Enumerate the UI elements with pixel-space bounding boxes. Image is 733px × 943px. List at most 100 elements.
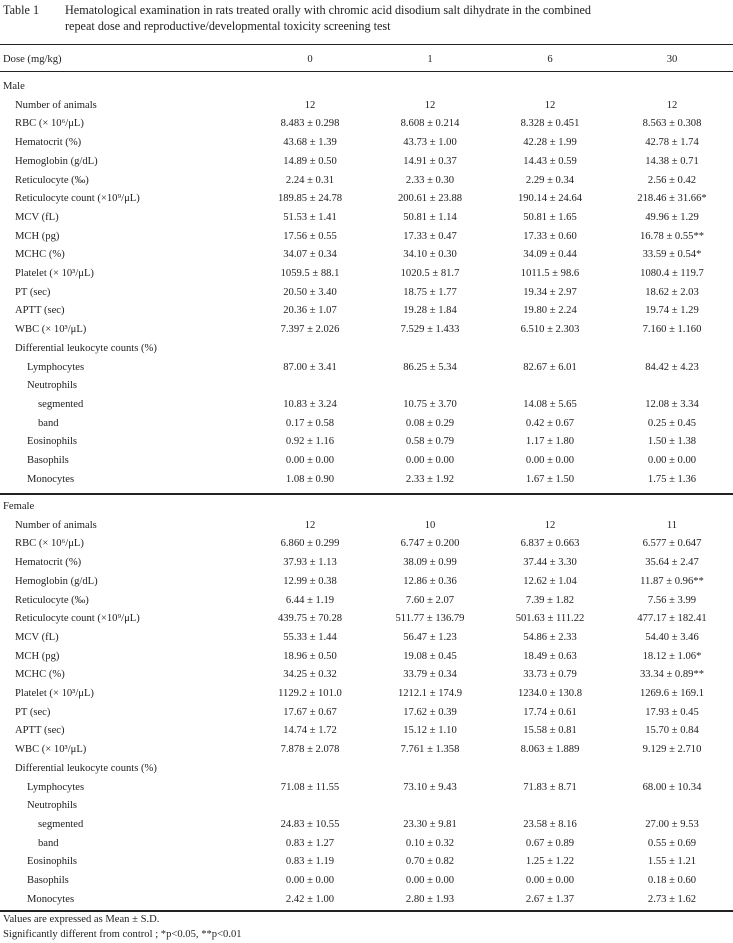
cell-dose-0: 7.397 ± 2.026 bbox=[280, 324, 340, 336]
cell-dose-1: 511.77 ± 136.79 bbox=[395, 613, 465, 625]
cell-dose-0: 12 bbox=[304, 99, 316, 111]
cell-dose-0: 439.75 ± 70.28 bbox=[277, 613, 343, 625]
section-label: Female bbox=[3, 501, 35, 512]
row-label: Reticulocyte (‰) bbox=[15, 174, 89, 186]
cell-dose-30: 9.129 ± 2.710 bbox=[642, 744, 702, 756]
row-label: APTT (sec) bbox=[15, 725, 65, 737]
row-label: Lymphocytes bbox=[27, 781, 85, 793]
table-title: Table 1 Hematological examination in rats… bbox=[3, 2, 731, 34]
dose-6: 6 bbox=[547, 54, 553, 65]
title-line-2: repeat dose and reproductive/development… bbox=[65, 19, 391, 33]
cell-dose-6: 501.63 ± 111.22 bbox=[515, 613, 585, 625]
cell-dose-6: 1011.5 ± 98.6 bbox=[520, 268, 580, 279]
note-significance: Significantly different from control ; *… bbox=[3, 929, 242, 940]
cell-dose-30: 11.87 ± 0.96** bbox=[640, 575, 704, 587]
cell-dose-0: 14.89 ± 0.50 bbox=[283, 155, 337, 167]
table-row: Eosinophils 0.92 ± 1.16 0.58 ± 0.79 1.17 ± … bbox=[0, 433, 733, 451]
cell-dose-6: 6.510 ± 2.303 bbox=[520, 324, 580, 336]
row-label: Hematocrit (%) bbox=[15, 137, 82, 149]
cell-dose-30: 16.78 ± 0.55** bbox=[639, 230, 705, 242]
cell-dose-6: 17.74 ± 0.61 bbox=[523, 706, 577, 718]
row-label: Basophils bbox=[27, 455, 69, 466]
cell-dose-6: 2.29 ± 0.34 bbox=[525, 174, 575, 186]
section-header-female: Female bbox=[0, 498, 733, 516]
cell-dose-30: 12.08 ± 3.34 bbox=[645, 398, 699, 410]
cell-dose-1: 8.608 ± 0.214 bbox=[400, 118, 460, 130]
row-label: RBC (× 10⁶/μL) bbox=[15, 538, 84, 550]
cell-dose-6: 1.25 ± 1.22 bbox=[525, 856, 575, 868]
section-rule bbox=[0, 493, 733, 495]
cell-dose-1: 0.00 ± 0.00 bbox=[405, 455, 455, 466]
cell-dose-0: 0.83 ± 1.27 bbox=[285, 837, 335, 849]
cell-dose-30: 33.59 ± 0.54* bbox=[642, 249, 702, 261]
row-label: Reticulocyte count (×10⁹/μL) bbox=[15, 613, 140, 625]
cell-dose-0: 43.68 ± 1.39 bbox=[283, 137, 337, 149]
table-row: MCV (fL) 51.53 ± 1.41 50.81 ± 1.14 50.81 ± … bbox=[0, 209, 733, 227]
cell-dose-6: 8.063 ± 1.889 bbox=[520, 744, 580, 756]
table-row: MCH (pg) 18.96 ± 0.50 19.08 ± 0.45 18.49 ± … bbox=[0, 648, 733, 666]
cell-dose-30: 11 bbox=[666, 519, 678, 531]
table-row: Reticulocyte (‰) 2.24 ± 0.31 2.33 ± 0.30 2.… bbox=[0, 172, 733, 190]
row-label: Monocytes bbox=[27, 473, 75, 485]
table-row: RBC (× 10⁶/μL) 8.483 ± 0.298 8.608 ± 0.214… bbox=[0, 115, 733, 133]
cell-dose-0: 71.08 ± 11.55 bbox=[280, 781, 340, 793]
cell-dose-0: 12.99 ± 0.38 bbox=[283, 575, 337, 587]
cell-dose-1: 10 bbox=[424, 519, 436, 531]
cell-dose-1: 10.75 ± 3.70 bbox=[403, 398, 457, 410]
cell-dose-0: 189.85 ± 24.78 bbox=[277, 193, 343, 205]
cell-dose-30: 0.25 ± 0.45 bbox=[647, 417, 697, 429]
table-row: Lymphocytes 71.08 ± 11.55 73.10 ± 9.43 71.8… bbox=[0, 779, 733, 797]
cell-dose-30: 18.12 ± 1.06* bbox=[642, 650, 702, 662]
cell-dose-6: 23.58 ± 8.16 bbox=[523, 818, 577, 830]
row-label: segmented bbox=[38, 398, 84, 410]
cell-dose-6: 8.328 ± 0.451 bbox=[520, 118, 580, 130]
cell-dose-30: 12 bbox=[666, 99, 678, 111]
row-label: PT (sec) bbox=[15, 706, 51, 718]
cell-dose-0: 6.860 ± 0.299 bbox=[280, 538, 340, 550]
table-row: WBC (× 10³/μL) 7.397 ± 2.026 7.529 ± 1.433… bbox=[0, 321, 733, 339]
cell-dose-6: 0.42 ± 0.67 bbox=[525, 417, 575, 429]
cell-dose-1: 0.70 ± 0.82 bbox=[405, 856, 455, 868]
table-row: Number of animals 12 10 12 11 bbox=[0, 517, 733, 535]
cell-dose-1: 56.47 ± 1.23 bbox=[403, 631, 457, 643]
cell-dose-30: 17.93 ± 0.45 bbox=[645, 706, 699, 718]
cell-dose-0: 0.17 ± 0.58 bbox=[285, 417, 335, 429]
table-row: RBC (× 10⁶/μL) 6.860 ± 0.299 6.747 ± 0.200… bbox=[0, 535, 733, 553]
cell-dose-1: 19.08 ± 0.45 bbox=[403, 650, 457, 662]
cell-dose-6: 17.33 ± 0.60 bbox=[523, 230, 577, 242]
table-row: Lymphocytes 87.00 ± 3.41 86.25 ± 5.34 82.67… bbox=[0, 359, 733, 377]
cell-dose-30: 1080.4 ± 119.7 bbox=[640, 268, 704, 279]
cell-dose-0: 20.50 ± 3.40 bbox=[283, 286, 337, 298]
table-row: Basophils 0.00 ± 0.00 0.00 ± 0.00 0.00 ± 0.… bbox=[0, 872, 733, 890]
cell-dose-30: 35.64 ± 2.47 bbox=[645, 557, 699, 569]
table-row: segmented 24.83 ± 10.55 23.30 ± 9.81 23.58 … bbox=[0, 816, 733, 834]
row-label: PT (sec) bbox=[15, 286, 51, 298]
header-rule bbox=[0, 71, 733, 72]
cell-dose-1: 0.10 ± 0.32 bbox=[405, 837, 455, 849]
cell-dose-0: 20.36 ± 1.07 bbox=[283, 305, 337, 317]
row-label: Differential leukocyte counts (%) bbox=[15, 762, 157, 774]
cell-dose-6: 12.62 ± 1.04 bbox=[523, 575, 577, 587]
cell-dose-30: 49.96 ± 1.29 bbox=[645, 211, 699, 223]
cell-dose-30: 1269.6 ± 169.1 bbox=[639, 688, 705, 699]
cell-dose-6: 33.73 ± 0.79 bbox=[523, 669, 577, 681]
cell-dose-6: 37.44 ± 3.30 bbox=[523, 557, 577, 569]
row-label: WBC (× 10³/μL) bbox=[15, 744, 87, 756]
table-row: Differential leukocyte counts (%) bbox=[0, 760, 733, 778]
cell-dose-1: 19.28 ± 1.84 bbox=[403, 305, 457, 317]
table-row: Hemoglobin (g/dL) 12.99 ± 0.38 12.86 ± 0.3… bbox=[0, 573, 733, 591]
row-label: MCV (fL) bbox=[15, 631, 59, 643]
cell-dose-0: 34.07 ± 0.34 bbox=[283, 249, 337, 261]
table-row: band 0.17 ± 0.58 0.08 ± 0.29 0.42 ± 0.67 0.2… bbox=[0, 415, 733, 433]
cell-dose-0: 34.25 ± 0.32 bbox=[283, 669, 337, 681]
cell-dose-6: 15.58 ± 0.81 bbox=[523, 725, 577, 737]
row-label: Monocytes bbox=[27, 893, 75, 905]
cell-dose-30: 18.62 ± 2.03 bbox=[645, 286, 699, 298]
cell-dose-1: 18.75 ± 1.77 bbox=[403, 286, 457, 298]
row-label: WBC (× 10³/μL) bbox=[15, 324, 87, 336]
cell-dose-6: 19.34 ± 2.97 bbox=[523, 286, 577, 298]
cell-dose-0: 37.93 ± 1.13 bbox=[283, 557, 337, 569]
cell-dose-0: 6.44 ± 1.19 bbox=[285, 594, 335, 606]
cell-dose-1: 33.79 ± 0.34 bbox=[403, 669, 457, 681]
row-label: Neutrophils bbox=[27, 380, 78, 392]
